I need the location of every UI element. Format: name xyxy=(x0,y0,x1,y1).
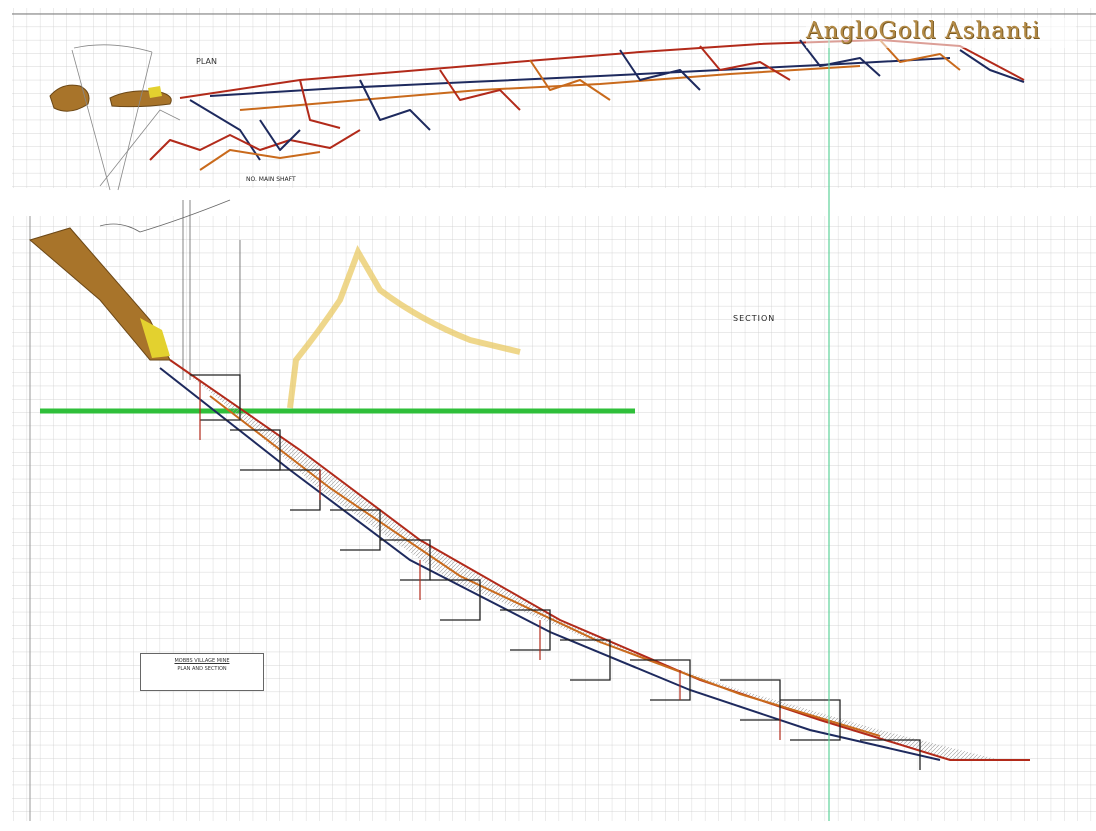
section-label: SECTION xyxy=(733,314,776,323)
plan-workings xyxy=(149,39,1025,171)
brand-watermark: AngloGold Ashanti xyxy=(806,18,1076,48)
plan-label: PLAN xyxy=(196,57,217,66)
plan-annotation-lines xyxy=(71,44,181,191)
shaft-lines xyxy=(99,199,241,380)
panel-gap xyxy=(0,188,1096,216)
surface-hill-profile xyxy=(287,245,521,409)
level-steps-red xyxy=(199,380,781,740)
title-block: MOBBS VILLAGE MINE PLAN AND SECTION xyxy=(140,653,264,691)
section-grid xyxy=(12,216,1096,821)
level-steps xyxy=(190,374,921,770)
shaft-label: NO. MAIN SHAFT xyxy=(246,176,296,183)
plan-ore-body xyxy=(49,84,172,112)
title-block-subtitle: PLAN AND SECTION xyxy=(177,666,227,672)
title-block-title: MOBBS VILLAGE MINE xyxy=(174,658,230,664)
